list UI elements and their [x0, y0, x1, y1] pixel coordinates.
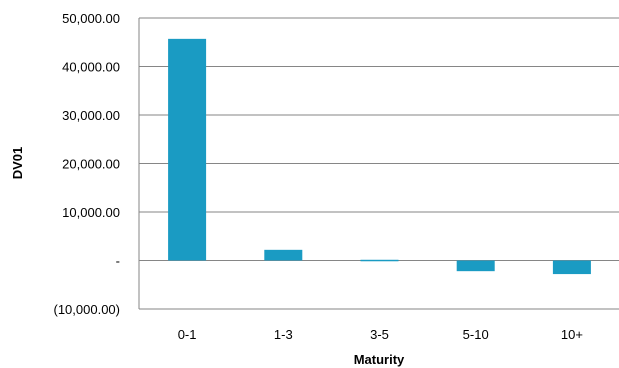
- y-tick-label: 20,000.00: [62, 157, 120, 172]
- y-tick-label: 30,000.00: [62, 108, 120, 123]
- bars: [168, 38, 591, 275]
- y-tick-label: 10,000.00: [62, 205, 120, 220]
- x-tick-label: 1-3: [274, 327, 293, 342]
- y-tick-label: (10,000.00): [54, 302, 121, 317]
- bar-5-10: [456, 260, 495, 272]
- bar-3-5: [360, 259, 399, 262]
- x-tick-label: 10+: [561, 327, 583, 342]
- x-axis-tick-labels: 0-1 1-3 3-5 5-10 10+: [178, 327, 583, 342]
- y-tick-label: 50,000.00: [62, 11, 120, 26]
- y-tick-label: -: [116, 254, 120, 269]
- y-axis-title: DV01: [10, 147, 25, 180]
- bar-0-1: [168, 38, 207, 261]
- gridlines: [138, 17, 619, 310]
- x-axis-title: Maturity: [354, 352, 405, 367]
- bar-10+: [552, 260, 591, 275]
- bar-1-3: [264, 249, 303, 261]
- y-axis-tick-labels: 50,000.00 40,000.00 30,000.00 20,000.00 10,0…: [54, 11, 121, 317]
- x-tick-label: 0-1: [178, 327, 197, 342]
- x-tick-label: 3-5: [370, 327, 389, 342]
- x-tick-label: 5-10: [463, 327, 489, 342]
- y-tick-label: 40,000.00: [62, 60, 120, 75]
